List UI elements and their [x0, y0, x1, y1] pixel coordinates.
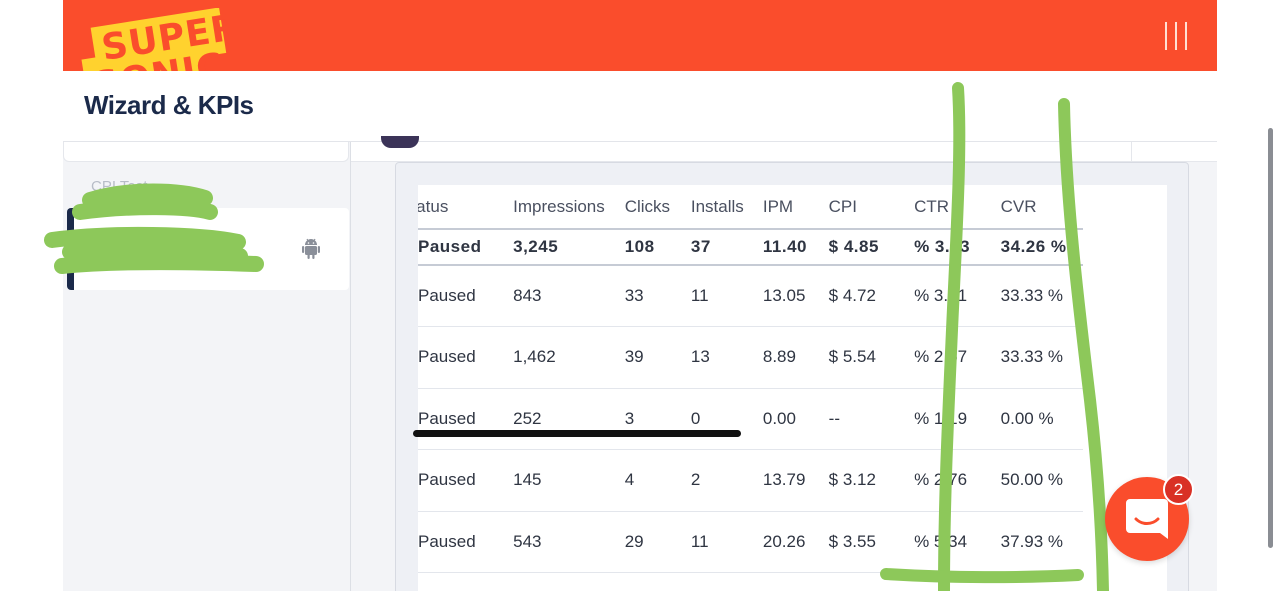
table-cell: 33	[624, 286, 644, 305]
table-cell: --	[828, 408, 840, 428]
table-cell: 11	[690, 531, 709, 551]
table-cell: Paused	[418, 347, 476, 367]
table-row[interactable]: Paused 145 4 2 13.79 $ 3.12 % 2.76 50.00…	[418, 450, 1083, 511]
table-cell: Paused	[418, 531, 476, 551]
table-cell: 3,245	[513, 237, 559, 256]
notification-badge: 2	[1163, 474, 1194, 505]
table-cell: 13.79	[762, 470, 806, 490]
tab-divider	[1131, 142, 1132, 162]
table-row[interactable]: Paused 252 3 0 0.00 -- % 1.19 0.00 %	[418, 388, 1083, 450]
table-cell: 34.26 %	[1000, 237, 1067, 256]
table-cell: % 1.19	[914, 408, 968, 428]
campaign-card: Delivery Status Impressions Clicks Insta…	[395, 162, 1189, 591]
table-cell: 3	[624, 408, 635, 428]
sidebar-card[interactable]	[63, 142, 349, 162]
table-cell: 11.40	[762, 237, 807, 256]
table-cell: 4	[624, 470, 635, 490]
table-cell: 37	[690, 237, 711, 256]
kpi-table-container[interactable]: Delivery Status Impressions Clicks Insta…	[418, 185, 1167, 591]
table-cell: $ 3.12	[828, 470, 876, 490]
table-cell: 13	[690, 347, 710, 367]
column-header[interactable]: Impressions	[513, 196, 605, 216]
table-cell: 50.00 %	[1000, 470, 1064, 490]
table-cell: 108	[624, 237, 655, 256]
table-summary-row: Paused 3,245 108 37 11.40 $ 4.85 % 3.33 …	[418, 229, 1083, 265]
main-panel: Delivery Status Impressions Clicks Insta…	[351, 136, 1217, 591]
table-cell: 0	[690, 408, 701, 428]
table-cell: 13.05	[762, 286, 806, 305]
column-header[interactable]: Installs	[690, 196, 744, 216]
table-cell: % 2.76	[914, 470, 968, 490]
table-cell: 37.93 %	[1000, 531, 1064, 551]
column-header[interactable]: Delivery Status	[418, 196, 449, 216]
table-cell: 1,462	[513, 347, 556, 367]
horizontal-scroll-indicator[interactable]	[413, 430, 741, 437]
table-row[interactable]: Paused 843 33 11 13.05 $ 4.72 % 3.91 33.…	[418, 265, 1083, 327]
page-header: Wizard & KPIs	[63, 71, 1217, 142]
table-cell: % 5.34	[914, 531, 968, 551]
table-cell: 843	[513, 286, 542, 305]
table-row[interactable]: Paused 1,462 39 13 8.89 $ 5.54 % 2.67 33…	[418, 327, 1083, 388]
chat-launcher-button[interactable]	[1105, 477, 1189, 561]
table-cell: 0.00 %	[1000, 408, 1054, 428]
table-cell: $ 4.85	[828, 237, 879, 256]
column-header[interactable]: Clicks	[624, 196, 671, 216]
table-cell: 8.89	[762, 347, 796, 367]
sidebar: CPI Test	[63, 142, 351, 591]
table-cell: $ 5.54	[828, 347, 876, 367]
table-cell: % 3.33	[914, 237, 971, 256]
chat-bubble-icon	[1126, 499, 1168, 539]
top-bar: SUPER SONIC	[63, 0, 1217, 71]
table-cell: 2	[690, 470, 701, 490]
table-cell: Paused	[418, 237, 482, 256]
supersonic-logo[interactable]: SUPER SONIC	[79, 8, 229, 71]
table-cell: 0.00	[762, 408, 796, 428]
sidebar-item-campaign[interactable]	[67, 208, 349, 290]
table-cell: Paused	[418, 408, 476, 428]
column-header[interactable]: CPI	[828, 196, 857, 216]
table-cell: 39	[624, 347, 644, 367]
sidebar-section-label: CPI Test	[91, 178, 148, 195]
active-tab-indicator[interactable]	[381, 136, 419, 148]
table-cell: $ 3.55	[828, 531, 876, 551]
table-cell: 33.33 %	[1000, 347, 1064, 367]
column-header[interactable]: CVR	[1000, 196, 1037, 216]
table-cell: 29	[624, 531, 644, 551]
table-cell: 252	[513, 408, 542, 428]
table-cell: Paused	[418, 286, 476, 305]
page-title: Wizard & KPIs	[84, 90, 254, 120]
table-cell: % 2.67	[914, 347, 968, 367]
table-cell: Paused	[418, 470, 476, 490]
page-scrollbar[interactable]	[1268, 128, 1273, 548]
table-row[interactable]: Paused 543 29 11 20.26 $ 3.55 % 5.34 37.…	[418, 511, 1083, 573]
table-cell: 11	[690, 286, 709, 305]
android-icon	[302, 238, 320, 259]
menu-icon[interactable]	[1165, 22, 1187, 50]
table-header-row: Delivery Status Impressions Clicks Insta…	[418, 185, 1083, 229]
table-cell: 145	[513, 470, 542, 490]
table-cell: $ 4.72	[828, 286, 876, 305]
tab-strip	[351, 136, 1217, 162]
table-cell: 20.26	[762, 531, 806, 551]
column-header[interactable]: CTR	[914, 196, 950, 216]
column-header[interactable]: IPM	[762, 196, 794, 216]
kpi-table: Delivery Status Impressions Clicks Insta…	[418, 185, 1083, 573]
app-window: SUPER SONIC Wizard & KPIs CPI Test	[63, 0, 1217, 591]
table-cell: 33.33 %	[1000, 286, 1064, 305]
table-cell: 543	[513, 531, 542, 551]
table-cell: % 3.91	[914, 286, 968, 305]
